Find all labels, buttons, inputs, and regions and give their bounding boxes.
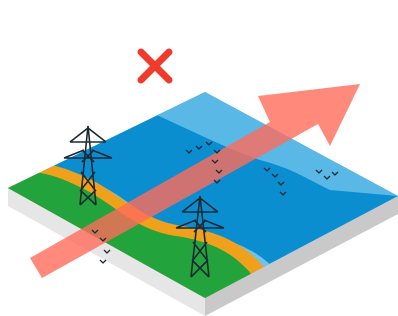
cross-mark [141,52,169,80]
page [0,0,398,316]
illustration [0,0,398,316]
